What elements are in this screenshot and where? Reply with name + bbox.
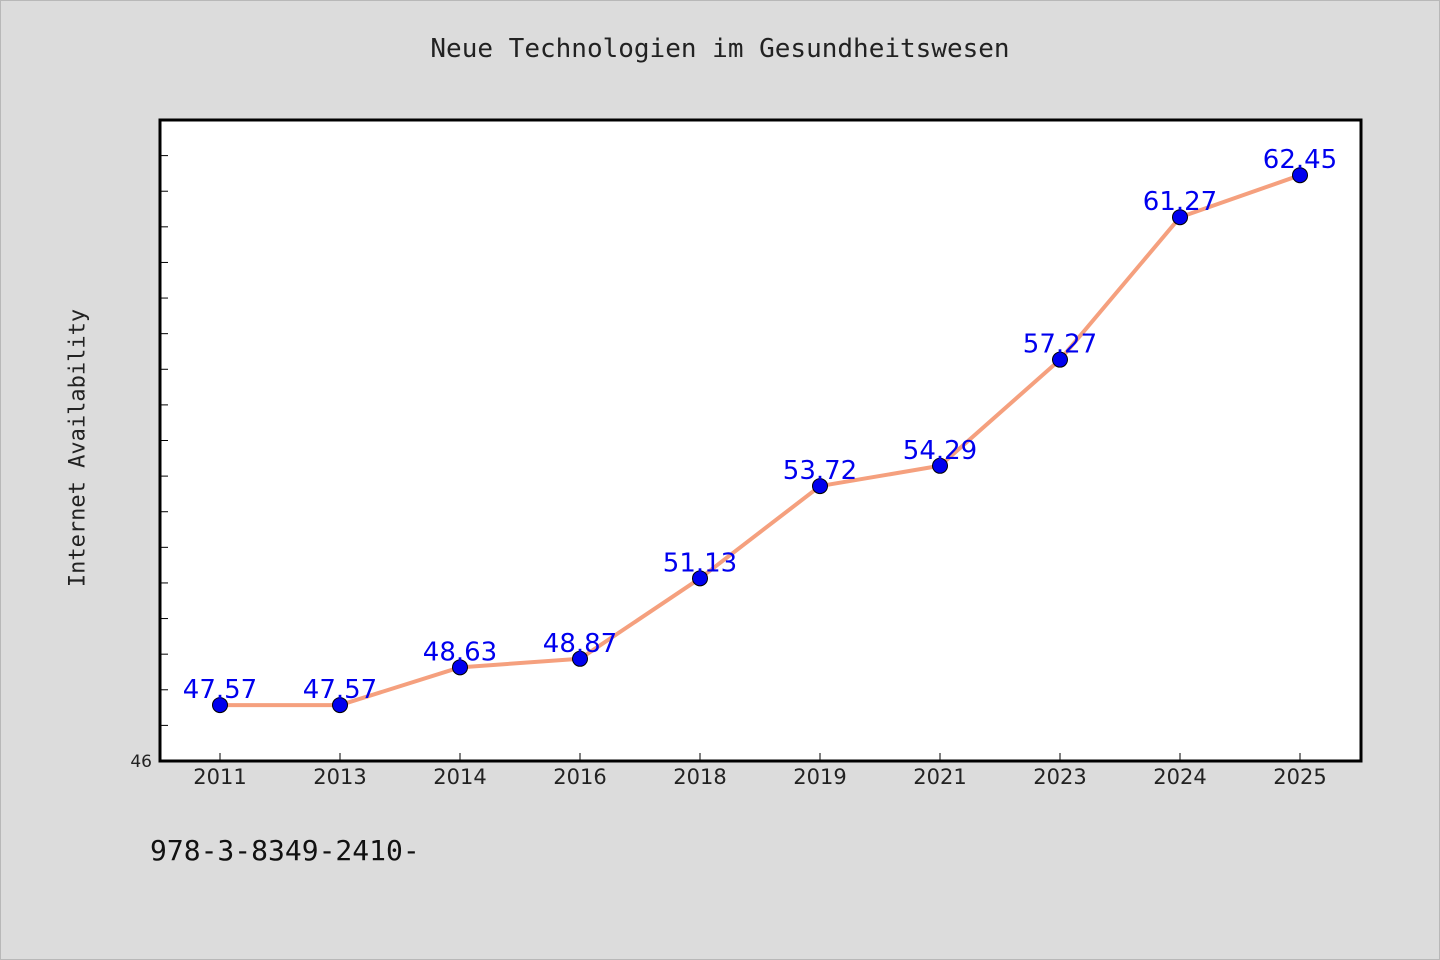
plot-area: [158, 118, 1363, 763]
y-tick-label: 46: [130, 752, 152, 772]
data-point: [812, 478, 828, 495]
data-label: 47.57: [183, 675, 257, 705]
data-label: 53.72: [783, 456, 857, 486]
data-label: 57.27: [1023, 330, 1097, 360]
x-tick-label: 2016: [553, 765, 606, 789]
data-point: [1172, 209, 1188, 226]
series-markers: [212, 167, 1308, 714]
data-point: [1292, 167, 1308, 184]
x-tick-label: 2021: [913, 765, 966, 789]
data-label: 61.27: [1143, 187, 1217, 217]
x-tick-label: 2014: [433, 765, 486, 789]
data-point: [692, 570, 708, 587]
x-tick-label: 2013: [313, 765, 366, 789]
data-point: [572, 650, 588, 667]
x-tick-label: 2011: [193, 765, 246, 789]
data-label: 51.13: [663, 548, 737, 578]
series-line: [220, 173, 1301, 708]
x-tick-label: 2024: [1153, 765, 1206, 789]
data-point: [452, 659, 468, 676]
data-point: [212, 697, 228, 714]
x-tick-label: 2025: [1273, 765, 1326, 789]
data-labels: 47.57 47.57 48.63 48.87 51.13 53.72 54.29 57.27…: [183, 145, 1337, 705]
data-label: 47.57: [303, 675, 377, 705]
chart-title: Neue Technologien im Gesundheitswesen: [430, 34, 1010, 64]
y-axis-ticks: 46: [130, 155, 168, 772]
data-point: [332, 697, 348, 714]
data-point: [932, 457, 948, 474]
x-tick-label: 2023: [1033, 765, 1086, 789]
isbn-note: 978-3-8349-2410-: [150, 834, 420, 867]
x-tick-label: 2019: [793, 765, 846, 789]
x-tick-label: 2018: [673, 765, 726, 789]
data-label: 48.63: [423, 637, 497, 667]
x-axis-ticks: 2011 2013 2014 2016 2018 2019 2021 2023 2024 2025: [193, 753, 1327, 789]
data-label: 62.45: [1263, 145, 1337, 175]
data-label: 54.29: [903, 436, 977, 466]
data-point: [1052, 351, 1068, 368]
data-label: 48.87: [543, 629, 617, 659]
